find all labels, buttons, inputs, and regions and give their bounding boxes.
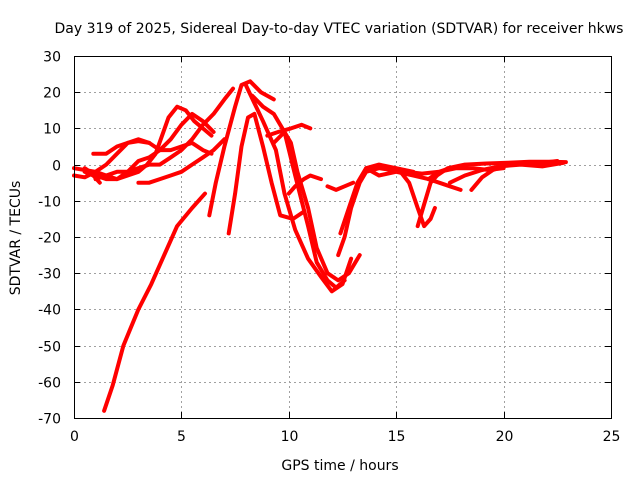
series-track-6 <box>271 130 362 283</box>
series-track-24 <box>91 139 152 156</box>
x-tick-label: 0 <box>70 429 79 445</box>
x-tick-label: 25 <box>603 429 621 445</box>
grid <box>74 56 611 418</box>
series-track-23 <box>82 169 102 185</box>
chart-title: Day 319 of 2025, Sidereal Day-to-day VTE… <box>55 21 624 37</box>
y-tick-label: -20 <box>38 231 61 247</box>
series-track-9 <box>336 166 452 258</box>
x-tick-label: 15 <box>388 429 406 445</box>
y-tick-label: -10 <box>38 195 61 211</box>
axis-ticks <box>74 56 612 419</box>
y-tick-label: -40 <box>38 303 61 319</box>
series-track-17 <box>426 166 506 182</box>
series-track-12 <box>364 166 463 192</box>
y-tick-label: -70 <box>38 412 61 428</box>
series-track-7 <box>286 173 323 196</box>
y-axis-label: SDTVAR / TECUs <box>8 181 24 296</box>
y-tick-label: -30 <box>38 267 61 283</box>
x-tick-label: 20 <box>496 429 514 445</box>
x-axis-tick-labels: 0 5 10 15 20 25 <box>70 429 620 445</box>
series-track-5 <box>250 93 347 290</box>
series-track-20 <box>82 111 216 182</box>
series-track-10 <box>325 180 356 192</box>
y-tick-label: -50 <box>38 340 61 356</box>
y-tick-label: 10 <box>43 122 61 138</box>
series-track-1 <box>102 191 207 413</box>
series-group <box>72 79 568 413</box>
y-tick-label: 0 <box>52 159 61 175</box>
y-tick-label: 20 <box>43 86 61 102</box>
series-track-16 <box>447 160 566 185</box>
series-track-22 <box>136 137 227 185</box>
y-tick-label: 30 <box>43 50 61 66</box>
y-tick-label: -60 <box>38 376 61 392</box>
series-track-21 <box>93 86 235 182</box>
x-axis-label: GPS time / hours <box>281 458 398 474</box>
x-tick-label: 10 <box>281 429 299 445</box>
y-axis-tick-labels: 30 20 10 0 -10 -20 -30 -40 -50 -60 -70 <box>38 50 61 428</box>
series-track-3 <box>226 111 306 236</box>
x-tick-label: 5 <box>177 429 186 445</box>
series-track-2 <box>207 79 276 218</box>
series-track-8 <box>265 122 313 138</box>
